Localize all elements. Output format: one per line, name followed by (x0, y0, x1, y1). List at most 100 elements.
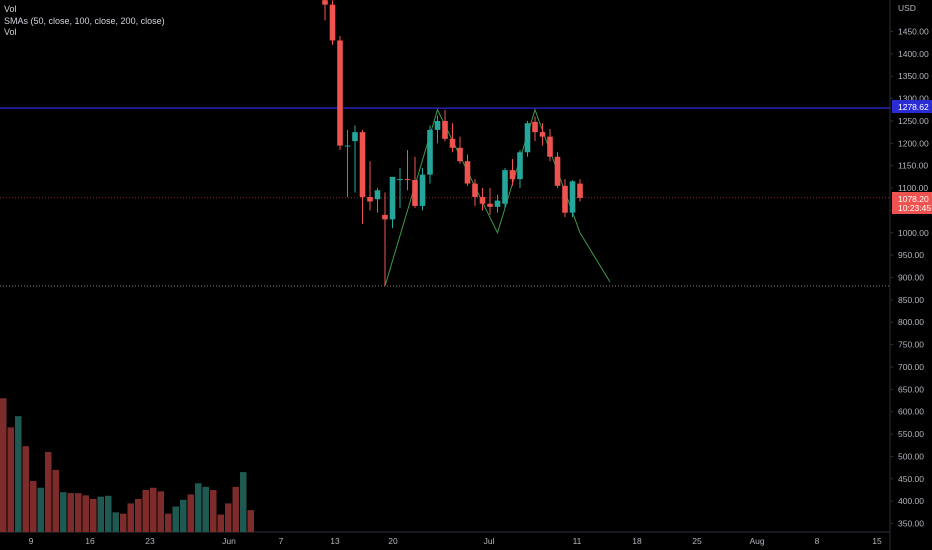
candle-body (472, 183, 478, 198)
x-tick-label: 11 (573, 536, 582, 546)
x-tick-label: 15 (872, 536, 882, 546)
y-tick-label: 1150.00 (898, 161, 928, 171)
candle (389, 176, 396, 229)
y-tick-label: 850.00 (898, 295, 924, 305)
y-tick-label: 500.00 (898, 451, 924, 461)
indicator-legend: Vol SMAs (50, close, 100, close, 200, cl… (4, 4, 165, 39)
y-tick-label: 1200.00 (898, 138, 929, 148)
volume-bar (0, 398, 7, 532)
candle (434, 115, 441, 144)
candle-body (532, 121, 538, 133)
volume-bar (90, 498, 97, 532)
volume-bar (172, 506, 179, 532)
candle (472, 179, 478, 206)
volume-bar (37, 487, 44, 532)
volume-bar (45, 451, 52, 532)
candle (479, 188, 486, 211)
currency-label: USD (898, 3, 916, 13)
volume-bar (135, 498, 142, 532)
y-tick-label: 550.00 (898, 429, 924, 439)
candle-series (322, 0, 583, 287)
last-price-badge-label: 1078.20 (898, 194, 929, 204)
candle-body (547, 136, 553, 157)
candle (412, 156, 418, 209)
x-tick-label: 20 (388, 536, 398, 546)
y-tick-label: 1300.00 (898, 94, 929, 104)
y-tick-label: 800.00 (898, 317, 924, 327)
candle-body (494, 200, 501, 207)
candle-body (427, 129, 433, 175)
axis-border (0, 0, 891, 550)
candle-body (502, 170, 508, 204)
candle-body (404, 179, 411, 181)
reference-lines (0, 107, 890, 287)
volume-bar (180, 499, 187, 532)
y-tick-label: 450.00 (898, 474, 924, 484)
candle-body (374, 190, 381, 200)
resistance-badge (892, 100, 932, 113)
volume-bar (22, 446, 29, 532)
volume-bar (187, 494, 194, 532)
last-price-badge (892, 192, 932, 214)
x-tick-label: 16 (85, 536, 95, 546)
candle (419, 167, 426, 211)
x-tick-label: Jun (222, 536, 236, 546)
candle-body (524, 123, 531, 153)
volume-series (0, 398, 254, 532)
candle (449, 123, 456, 153)
x-tick-label: 13 (330, 536, 340, 546)
candle (404, 150, 411, 191)
candle-body (419, 174, 426, 206)
candle (547, 129, 553, 162)
candle (374, 188, 381, 213)
y-tick-label: 600.00 (898, 407, 924, 417)
volume-bar (120, 513, 127, 532)
candle-body (337, 40, 343, 146)
candle (554, 152, 561, 189)
y-tick-label: 350.00 (898, 519, 924, 529)
x-tick-label: 8 (815, 536, 820, 546)
candle (382, 192, 388, 287)
y-tick-label: 1400.00 (898, 49, 929, 59)
candle-body (509, 170, 516, 180)
candle (359, 129, 366, 224)
candle (524, 120, 531, 157)
candle-body (367, 197, 373, 202)
candle-body (479, 197, 486, 204)
volume-bar (247, 510, 254, 532)
price-badges: 1278.62 1078.20 10:23:45 (892, 100, 932, 214)
candle (532, 116, 538, 142)
legend-volume[interactable]: Vol (4, 27, 17, 37)
candle (539, 123, 546, 146)
volume-bar (7, 427, 14, 532)
candle-body (344, 145, 351, 147)
x-tick-label: 25 (692, 536, 702, 546)
volume-bar (105, 495, 112, 532)
candle-body (397, 179, 403, 181)
candle-body (412, 180, 418, 206)
volume-bar (232, 486, 239, 532)
candle-body (359, 132, 366, 198)
time-axis[interactable]: 9 16 23 Jun 7 13 20 Jul 11 18 25 Aug 8 15 (29, 536, 882, 546)
y-tick-label: 900.00 (898, 273, 924, 283)
candle-body (554, 156, 561, 186)
x-tick-label: Jul (484, 536, 495, 546)
x-tick-label: Aug (749, 536, 764, 546)
candle (457, 136, 463, 164)
volume-bar (210, 489, 217, 532)
volume-bar (217, 514, 224, 532)
candle-body (449, 138, 456, 148)
volume-bar (202, 486, 209, 532)
candle-body (569, 181, 576, 213)
price-axis[interactable]: 1450.00 1400.00 1350.00 1300.00 1250.00 1200.… (890, 27, 929, 529)
candle (442, 109, 448, 142)
candle-body (322, 0, 328, 5)
resistance-badge-label: 1278.62 (898, 102, 929, 112)
legend-smas[interactable]: SMAs (50, close, 100, close, 200, close) (4, 15, 165, 26)
y-tick-label: 700.00 (898, 362, 924, 372)
legend-volume-main[interactable]: Vol (4, 4, 17, 14)
candle (397, 167, 403, 209)
candle-body (487, 203, 493, 207)
candle (352, 125, 358, 193)
